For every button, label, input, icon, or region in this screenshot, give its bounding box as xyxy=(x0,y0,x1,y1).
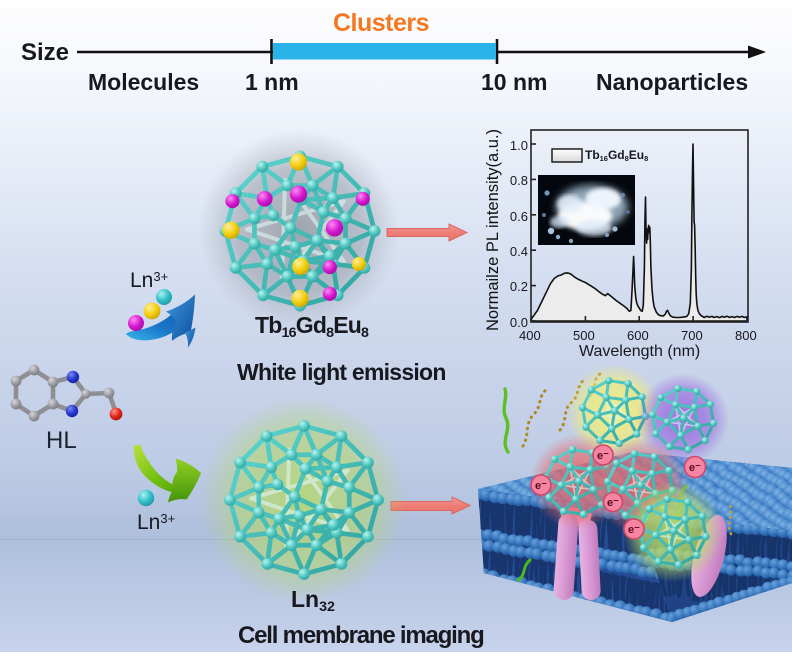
svg-text:e⁻: e⁻ xyxy=(597,450,609,462)
svg-text:e⁻: e⁻ xyxy=(689,462,701,474)
svg-text:e⁻: e⁻ xyxy=(535,480,547,492)
svg-text:e⁻: e⁻ xyxy=(607,497,619,509)
svg-text:e⁻: e⁻ xyxy=(628,524,640,536)
